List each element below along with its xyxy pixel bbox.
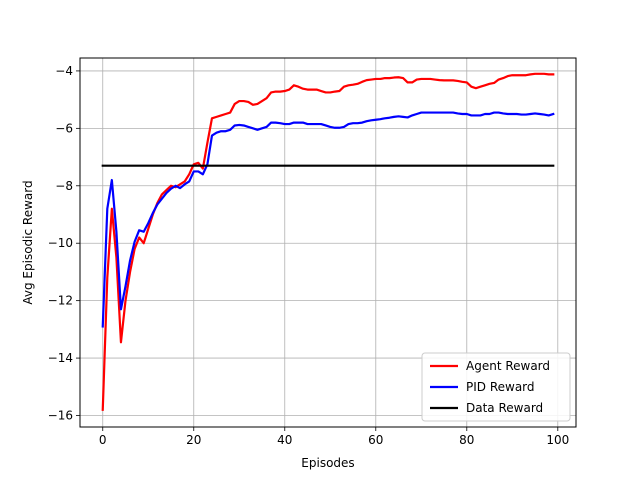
y-tick-label: −12 [48,294,73,308]
plot-frame [79,57,577,428]
y-tick-label: −16 [48,409,73,423]
legend: Agent Reward PID Reward Data Reward [421,352,571,422]
y-tick-label: −4 [55,64,73,78]
y-axis-ticks: −16 −14 −12 −10 −8 −6 −4 [48,64,80,423]
x-tick-label: 20 [186,433,201,447]
y-tick-label: −10 [48,236,73,250]
x-axis-label: Episodes [301,456,354,470]
x-axis-ticks: 0 20 40 60 80 100 [99,427,569,447]
series-line-pid-reward [101,111,555,328]
x-tick-label: 60 [368,433,383,447]
x-tick-label: 80 [459,433,474,447]
legend-label-data-reward: Data Reward [466,401,543,415]
y-tick-label: −6 [55,121,73,135]
x-tick-label: 40 [277,433,292,447]
y-tick-label: −8 [55,179,73,193]
grid-lines [80,58,576,427]
y-tick-label: −14 [48,351,73,365]
x-tick-label: 100 [546,433,569,447]
x-tick-label: 0 [99,433,107,447]
series-lines [101,72,555,411]
legend-label-agent-reward: Agent Reward [466,359,550,373]
y-axis-label: Avg Episodic Reward [21,180,35,304]
legend-box [421,352,571,422]
legend-label-pid-reward: PID Reward [466,380,535,394]
